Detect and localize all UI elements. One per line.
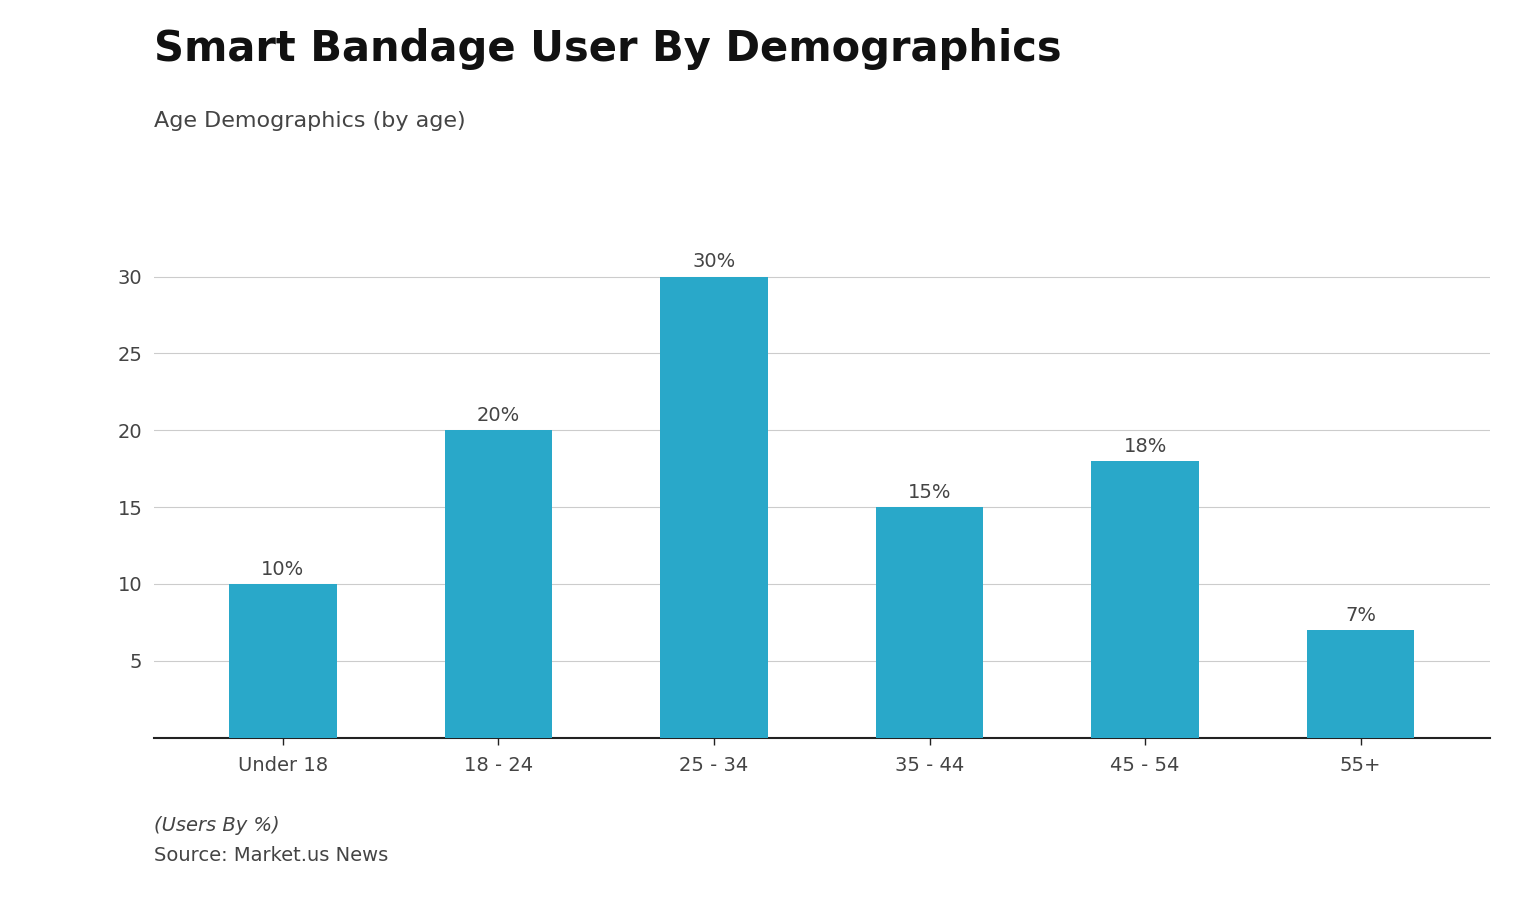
Bar <box>876 507 983 738</box>
Text: 15%: 15% <box>908 483 951 502</box>
Text: (Users By %): (Users By %) <box>154 816 280 835</box>
Bar <box>444 431 553 738</box>
Text: Source: Market.us News: Source: Market.us News <box>154 846 389 866</box>
Text: Smart Bandage User By Demographics: Smart Bandage User By Demographics <box>154 28 1061 70</box>
Text: 30%: 30% <box>693 253 736 271</box>
Text: 7%: 7% <box>1346 606 1376 625</box>
Text: Age Demographics (by age): Age Demographics (by age) <box>154 111 465 131</box>
Bar <box>1091 461 1200 738</box>
Text: 20%: 20% <box>476 406 521 425</box>
Bar <box>1307 630 1415 738</box>
Bar <box>229 584 336 738</box>
Text: 18%: 18% <box>1123 437 1167 455</box>
Text: 10%: 10% <box>261 560 304 579</box>
Bar <box>660 277 768 738</box>
